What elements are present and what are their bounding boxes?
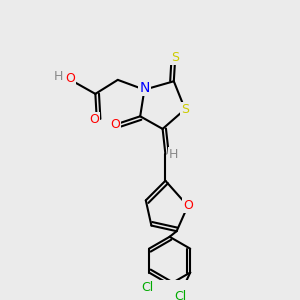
- Text: S: S: [171, 51, 179, 64]
- Text: O: O: [110, 118, 120, 131]
- Text: Cl: Cl: [141, 281, 153, 294]
- Text: O: O: [183, 200, 193, 212]
- Text: O: O: [65, 72, 75, 85]
- Text: O: O: [89, 112, 99, 126]
- Text: H: H: [54, 70, 63, 83]
- Text: Cl: Cl: [174, 290, 187, 300]
- Text: H: H: [169, 148, 178, 160]
- Text: S: S: [181, 103, 189, 116]
- Text: N: N: [139, 81, 150, 95]
